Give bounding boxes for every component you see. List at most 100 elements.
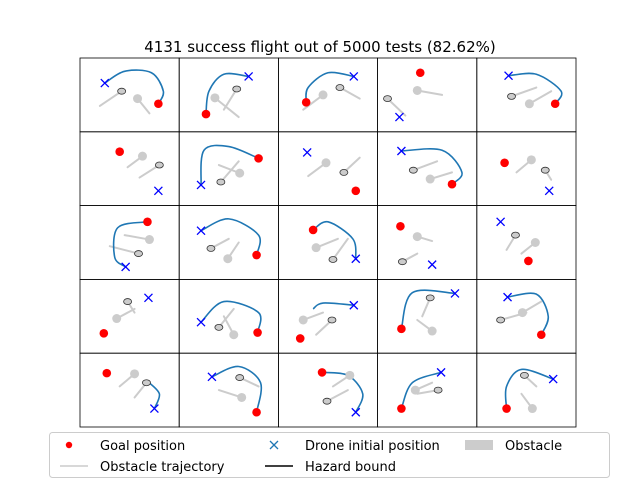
legend-label: Hazard bound [305,460,396,475]
drone-start-marker [351,254,361,264]
obstacle-hazard [117,87,127,95]
obstacle-trajectory [510,86,538,98]
obstacle-hazard [339,168,349,176]
goal-marker [154,99,163,109]
goal-marker [102,368,112,378]
obstacle-hazard [214,323,224,331]
drone-path [104,69,165,105]
chart-panel [178,352,279,428]
legend: Goal position Drone initial position Obsta… [49,432,610,478]
legend-obstacle-symbol [465,440,493,450]
goal-marker [415,68,425,78]
obstacle [210,93,220,103]
panel-frame [476,205,577,280]
obstacle [345,370,355,380]
drone-start-marker [503,292,513,302]
panel-frame [476,131,577,207]
obstacle [412,232,422,242]
drone-start-marker [196,180,206,190]
obstacle-hazard [232,85,242,93]
obstacle [517,308,527,318]
chart-panel [476,57,577,133]
obstacle [223,254,233,264]
drone-path [200,300,262,333]
obstacle [237,392,247,402]
obstacle [144,235,154,245]
obstacle [112,314,122,324]
drone-start-marker [394,112,404,122]
chart-panel [476,205,577,280]
drone-path [401,148,463,185]
goal-marker [252,407,261,417]
chart-panel [178,278,279,354]
legend-drone-symbol [269,440,279,450]
chart-panel [277,131,378,207]
obstacle-hazard [154,161,164,169]
drone-start-marker [351,407,361,417]
drone-path [112,221,148,268]
obstacle-hazard [433,386,443,394]
chart-panel [476,278,577,354]
panel-frame [79,205,180,280]
drone-start-marker [302,148,312,157]
panel-frame [79,278,180,354]
drone-start-marker [143,293,153,303]
goal-marker [500,158,509,168]
obstacle [235,168,245,178]
goal-marker [502,404,511,413]
drone-start-marker [436,367,446,377]
obstacle-trajectory [219,160,240,183]
drone-start-marker [396,146,406,156]
goal-marker [143,217,152,227]
drone-start-marker [196,317,206,327]
drone-path [312,220,357,259]
obstacle-hazard [520,371,529,379]
chart-panel [178,131,279,207]
obstacle [427,326,437,336]
obstacle-hazard [322,397,332,405]
goal-marker [201,109,211,119]
legend-label: Obstacle [505,439,562,454]
drone-start-marker [349,71,359,81]
legend-label: Goal position [100,439,185,454]
panel-frame [178,352,279,428]
panel-frame [476,352,577,428]
obstacle-hazard [507,92,516,100]
obstacle-trajectory [98,90,123,107]
panel-frame [277,352,378,428]
panel-frame [178,57,279,133]
goal-marker [550,99,560,109]
panel-frame [79,131,180,207]
obstacle-trajectory [386,97,407,117]
chart-panel [377,131,478,207]
goal-marker [351,186,361,196]
obstacle-hazard [206,245,216,252]
goal-marker [396,221,405,231]
obstacle [133,94,143,104]
drone-start-marker [427,260,437,270]
obstacle-hazard [496,316,506,324]
drone-path [400,289,456,330]
obstacle-trajectory [331,237,349,261]
drone-start-marker [207,372,217,382]
obstacle-hazard [123,298,133,305]
obstacle-hazard [511,231,520,239]
chart-panel [277,57,378,133]
chart-panel [178,57,279,133]
obstacle-hazard [383,95,392,102]
obstacle-hazard [335,84,345,91]
drone-start-marker [149,404,159,414]
goal-marker [317,368,327,377]
chart-panel [277,278,378,354]
obstacle [311,243,321,253]
obstacle-hazard [142,379,151,387]
panel-frame [377,57,478,133]
chart-panel [79,205,180,280]
legend-goal-symbol [65,441,73,449]
legend-label: Obstacle trajectory [100,460,225,475]
panel-frame [377,352,478,428]
chart-panel [377,278,478,354]
panel-frame [79,352,180,428]
drone-path [211,365,263,413]
obstacle-trajectory [108,245,140,255]
